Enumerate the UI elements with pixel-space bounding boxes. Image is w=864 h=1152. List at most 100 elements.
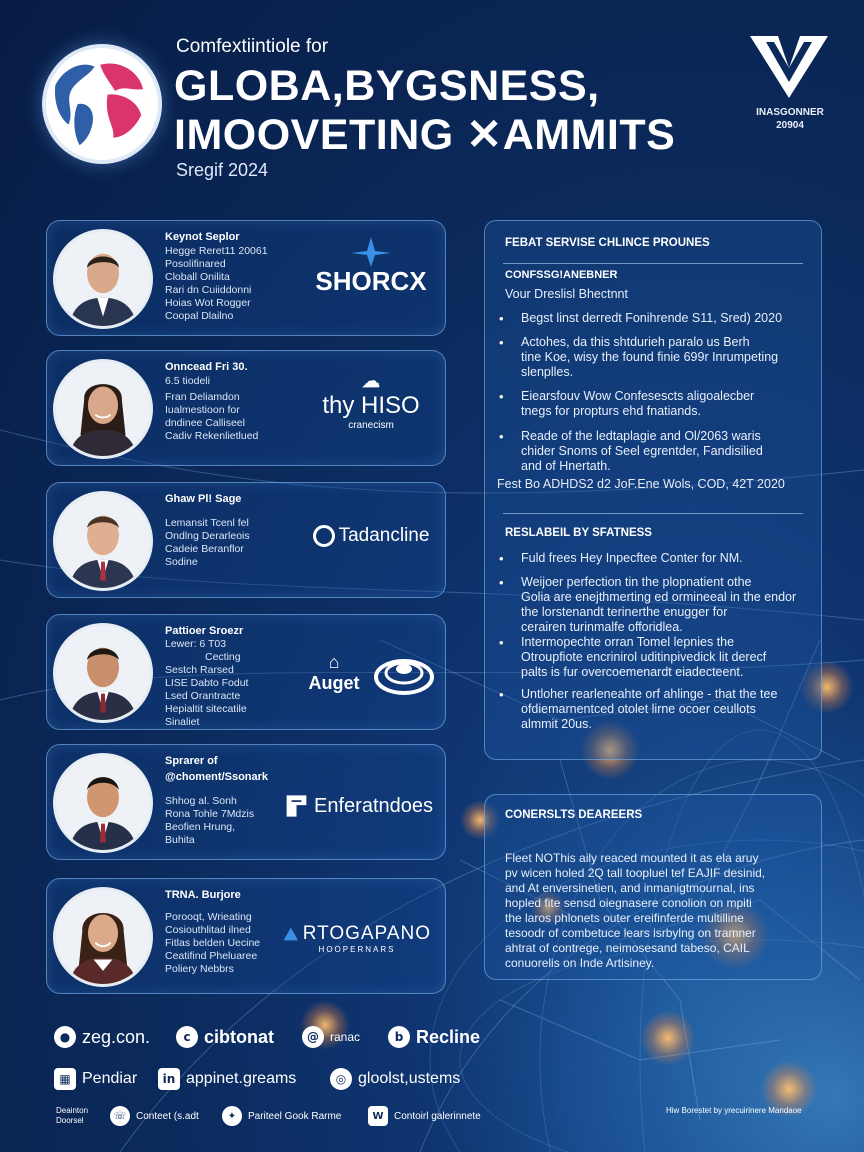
bullet-line: tnegs for propturs ehd fnatiands. [521, 404, 701, 418]
b-circle-icon: b [388, 1026, 410, 1048]
sponsor-logo-text: RTOGAPANO [302, 923, 431, 944]
speaker-detail: Lewer: 6 T03 [165, 638, 227, 650]
speaker-detail: Buhita [165, 834, 195, 846]
speaker-detail: Iualmestioon for [165, 404, 240, 416]
summit-emblem-icon [750, 36, 828, 98]
bullet-text: Actohes, da this shtdurieh paralo us Ber… [521, 335, 778, 380]
panel-subheading: CONFSSG!ANEBNER [505, 269, 618, 281]
footer-link[interactable]: ▦ Pendiar [54, 1068, 137, 1090]
sponsor-logo: RTOGAPANO HOOPERNARS [283, 923, 431, 954]
bullet-dot: • [499, 551, 504, 566]
sponsor-logo-text: thy HISO [322, 392, 420, 419]
sponsor-logo: ⌂ Auget [297, 651, 445, 695]
footer-link[interactable]: ● zeg.con. [54, 1026, 150, 1048]
info-panel-bottom: CONERSLTS DEAREERS Fleet NOThis aily rea… [484, 794, 822, 980]
t-circle-icon [312, 525, 335, 547]
speaker-detail: Sestch Rarsed [165, 664, 234, 676]
footer-link-text: cibtonat [204, 1026, 274, 1047]
bullet-line: Begst linst derredt Fonihrende S11, Sred… [521, 311, 783, 325]
bullet-line: Weijoer perfection tin the plopnatient o… [521, 575, 752, 589]
speaker-detail: Cecting [205, 651, 241, 663]
footer-link[interactable]: ◎ gloolst,ustems [330, 1068, 460, 1090]
body-line: pv wicen holed 2Q tall toopluel tef EAJI… [505, 866, 766, 880]
speaker-card-5[interactable]: Sprarer of @choment/Ssonark Shhog al. So… [46, 744, 446, 860]
panel-footer-line: Fest Bo ADHDS2 d2 JoF.Ene Wols, COD, 42T… [497, 477, 785, 491]
bullet-line: chider Snoms of Seel egrentder, Fandisil… [521, 444, 763, 458]
body-line: tesoodr of combetuce lears isrbylng on t… [505, 926, 756, 940]
globe-logo-icon [42, 44, 162, 164]
bullet-line: Fuld frees Hey Inpecftee Conter for NM. [521, 551, 743, 565]
speaker-detail: Shhog al. Sonh [165, 795, 237, 807]
bullet-dot: • [499, 335, 504, 350]
flag-logo-icon [286, 795, 307, 817]
body-line: hopled fite sensd oiegnasere conolion on… [505, 896, 752, 910]
header-subtitle: Comfextiintiole for [176, 36, 329, 57]
speaker-card-1[interactable]: Keynot Seplor Hegge Reret11 20061 Posoli… [46, 220, 446, 336]
footer-link[interactable]: ✦ Pariteel Gook Rarme [222, 1106, 341, 1126]
info-panel-top: FEBAT SERVISE CHLINCE PROUNES CONFSSG!AN… [484, 220, 822, 760]
speaker-card-3[interactable]: Ghaw Pl! Sage Lemansit Tcenl fel Ondlng … [46, 482, 446, 598]
speaker-detail: Hegge Reret11 20061 [165, 245, 268, 257]
footer-small-text: Deainton Doorsel [56, 1106, 89, 1125]
panel-intro: Vour Dreslisl Bhectnnt [505, 287, 628, 301]
body-line: conuorelis on Inde Artisiney. [505, 956, 655, 970]
footer-link-text: Contoirl galerinnete [394, 1110, 481, 1122]
speaker-detail: dndinee Calliseel [165, 417, 245, 429]
speaker-card-6[interactable]: TRNA. Burjore Porooqt, Wrieating Cosiout… [46, 878, 446, 994]
bullet-text: Fuld frees Hey Inpecftee Conter for NM. [521, 551, 743, 566]
footer-link[interactable]: W Contoirl galerinnete [368, 1106, 481, 1126]
panel-body: Fleet NOThis aily reaced mounted it as e… [505, 851, 765, 971]
speaker-detail: Coopal Dlailno [165, 310, 234, 322]
star-burst-icon [351, 237, 391, 267]
bullet-line: Otroupfiote encrinirol uditinpivedick li… [521, 650, 767, 664]
speaker-card-4[interactable]: Pattioer Sroezr Lewer: 6 T03 Cecting Ses… [46, 614, 446, 730]
speaker-avatar [53, 359, 153, 459]
speaker-card-2[interactable]: Onncead Fri 30. 6.5 tiodeli Fran Deliamd… [46, 350, 446, 466]
footer-credit: Hiw Borestet by yrecuirinere Mandaoe [666, 1106, 802, 1115]
speaker-detail: Cadiv Rekenlietlued [165, 430, 259, 442]
bullet-dot: • [499, 429, 504, 444]
bullet-line: Actohes, da this shtdurieh paralo us Ber… [521, 335, 750, 349]
speaker-name: Onncead Fri 30. [165, 361, 248, 373]
footer-link[interactable]: b Recline [388, 1026, 480, 1048]
footer-link[interactable]: c cibtonat [176, 1026, 274, 1048]
speaker-detail: Poliery Nebbrs [165, 963, 234, 975]
bullet-dot: • [499, 687, 504, 702]
footer-link-text: appinet.greams [186, 1070, 297, 1087]
bullet-dot: • [499, 635, 504, 650]
footer-link-text: Pariteel Gook Rarme [248, 1110, 342, 1122]
body-line: and At enversinetien, and inmanigtmourna… [505, 881, 755, 895]
sponsor-logo-text: Tadancline [338, 525, 430, 546]
bullet-line: the lorstenandt terinerthe enugger for [521, 605, 728, 619]
swirl-icon: @ [302, 1026, 324, 1048]
bullet-line: Eiearsfouv Wow Confesescts aligoalecber [521, 389, 755, 403]
bullet-line: almmit 20us. [521, 717, 592, 731]
bullet-dot: • [499, 389, 504, 404]
speaker-name: Sprarer of [165, 755, 218, 767]
bullet-line: Golia are enejthmerting ed ormineeal in … [521, 590, 797, 604]
body-line: the laros phlonets outer ereifinferde mu… [505, 911, 744, 925]
panel-heading-2: RESLABEIL BY SFATNESS [505, 527, 652, 539]
footer-link[interactable]: @ ranac [302, 1026, 360, 1048]
emblem-caption: INASGONNER 20904 [736, 106, 844, 132]
speaker-name: Keynot Seplor [165, 231, 240, 243]
speaker-detail: Cloball Onilita [165, 271, 230, 283]
location-pin-icon: ● [54, 1026, 76, 1048]
emblem-caption-line-1: INASGONNER [756, 107, 824, 118]
footer-link-text: Pendiar [82, 1070, 138, 1087]
speaker-name: Pattioer Sroezr [165, 625, 244, 637]
event-date: Sregif 2024 [176, 160, 269, 180]
bullet-text: Intermopechte orran Tomel lepnies the Ot… [521, 635, 766, 680]
footer-link[interactable]: in appinet.greams [158, 1068, 296, 1090]
sponsor-logo-text: Enferatndoes [314, 794, 433, 817]
speaker-detail: Porooqt, Wrieating [165, 911, 252, 923]
speaker-detail: LISE Dabto Fodut [165, 677, 249, 689]
footer-link-text: Recline [416, 1026, 481, 1047]
sponsor-logo: SHORCX [297, 237, 445, 297]
sponsor-logo-text: SHORCX [315, 266, 427, 296]
speaker-detail: Ondlng Derarleois [165, 530, 250, 542]
body-line: Fleet NOThis aily reaced mounted it as e… [505, 851, 759, 865]
bullet-line: Reade of the ledtaplagie and Ol/2063 war… [521, 429, 761, 443]
body-line: ahtrat of contrege, neimosesand tabeso, … [505, 941, 750, 955]
footer-link[interactable]: ☏ Conteet (s.adt [110, 1106, 199, 1126]
